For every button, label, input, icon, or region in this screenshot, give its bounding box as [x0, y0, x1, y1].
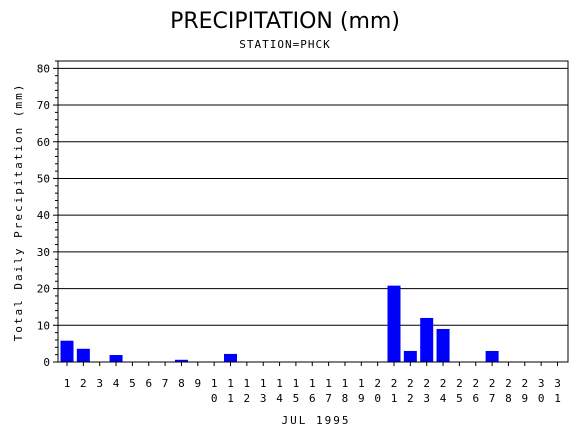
gridlines: [58, 67, 568, 326]
y-tick-label: 60: [37, 136, 50, 149]
x-tick-label: 7: [162, 377, 169, 390]
y-tick-label: 30: [37, 246, 50, 259]
x-tick-label: 3: [96, 377, 103, 390]
bar: [60, 340, 74, 362]
bar: [387, 285, 401, 362]
bars: [60, 285, 499, 362]
x-tick-label: 8: [178, 377, 185, 390]
y-tick-label: 70: [37, 99, 50, 112]
x-tick-label: 1: [64, 377, 71, 390]
plot-frame: [57, 60, 569, 363]
x-tick-label: 9: [194, 377, 201, 390]
y-tick-label: 20: [37, 283, 50, 296]
bar: [109, 355, 123, 362]
chart-title: PRECIPITATION (mm): [170, 9, 400, 34]
y-axis: 0 10 20 30 40 50 60 70 80: [37, 60, 58, 369]
bar: [485, 350, 499, 362]
bar: [436, 328, 450, 362]
bar: [76, 348, 90, 362]
x-tick-label: 6: [145, 377, 152, 390]
y-axis-label: Total Daily Precipitation (mm): [12, 83, 25, 342]
x-tick-label: 2: [80, 377, 87, 390]
y-tick-label: 10: [37, 319, 50, 332]
x-tick-label: 4: [113, 377, 120, 390]
x-tick-label: 5: [129, 377, 136, 390]
x-axis-label: JUL 1995: [282, 414, 351, 427]
bar: [403, 350, 417, 362]
y-tick-label: 80: [37, 62, 50, 75]
bar: [420, 317, 434, 362]
y-tick-label: 0: [43, 356, 50, 369]
chart-subtitle: STATION=PHCK: [239, 38, 330, 51]
x-axis: 1 2 3 4 5 6 7 8 9 1 01 11 21 31 41 51 61 71 81 92 02 12 22 32 42…: [64, 362, 561, 405]
y-tick-label: 40: [37, 209, 50, 222]
y-tick-label: 50: [37, 172, 50, 185]
bar: [224, 353, 237, 362]
bar: [174, 359, 188, 362]
